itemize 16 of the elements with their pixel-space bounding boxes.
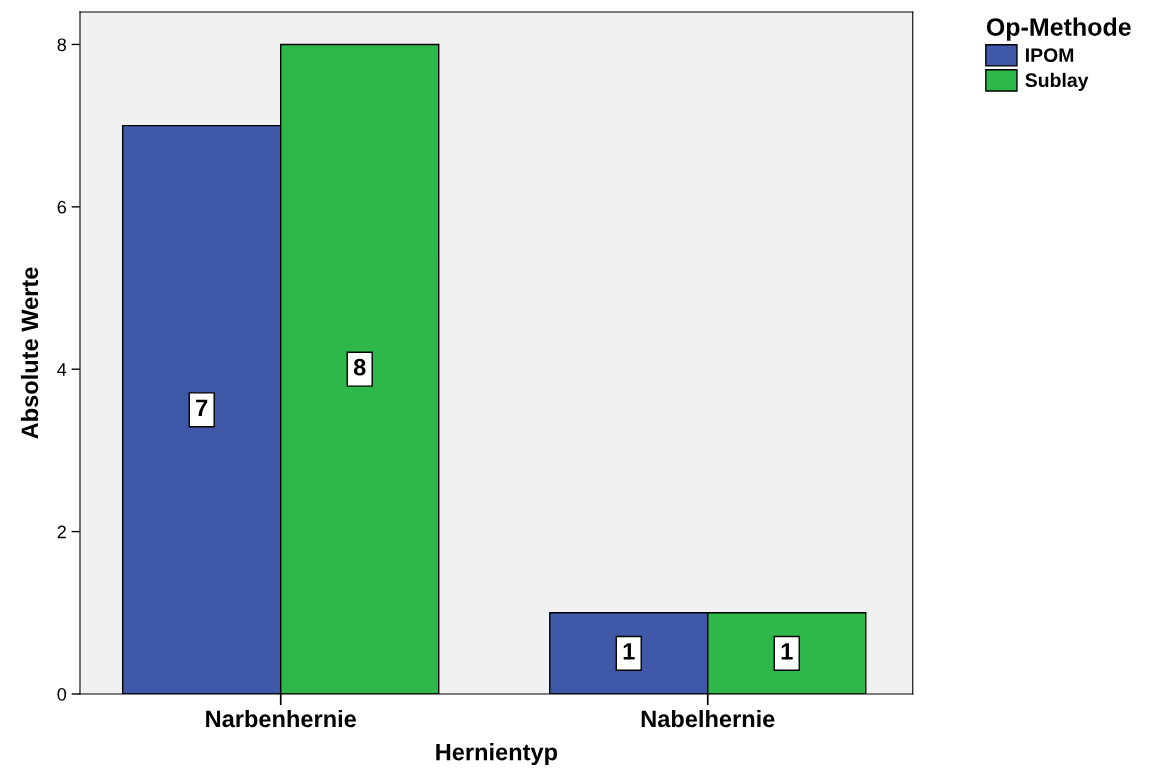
y-tick-label: 4	[57, 363, 67, 376]
legend-title: Op-Methode	[986, 17, 1131, 41]
legend-label: IPOM	[1026, 48, 1074, 63]
y-tick-label: 8	[57, 38, 67, 52]
x-tick-label: Narbenhernie	[206, 709, 357, 728]
data-label: 1	[623, 643, 635, 660]
y-tick-label: 2	[57, 525, 66, 539]
data-label: 1	[781, 643, 793, 660]
legend-label: Sublay	[1025, 72, 1089, 91]
x-tick-label: Nabelhernie	[641, 709, 775, 728]
y-axis-title: Absolute Werte	[20, 267, 39, 439]
y-tick-label: 6	[57, 200, 67, 214]
data-label: 7	[196, 399, 208, 416]
x-axis-title: Hernientyp	[436, 743, 558, 766]
y-tick-label: 0	[57, 687, 67, 701]
data-label: 8	[353, 358, 366, 376]
